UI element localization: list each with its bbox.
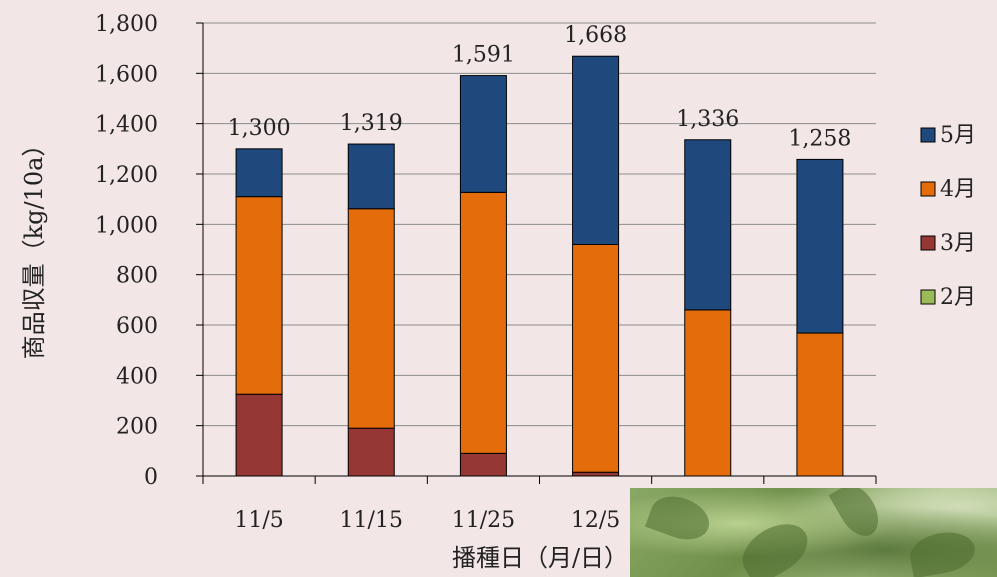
total-label: 1,336: [676, 107, 739, 132]
bar-segment: [347, 208, 395, 429]
bar-segment: [684, 139, 732, 311]
total-label: 1,319: [340, 111, 403, 136]
bar-segment: [796, 332, 844, 477]
y-axis-title: 商品収量（kg/10a）: [20, 133, 48, 360]
y-tick-label: 1,400: [95, 113, 158, 138]
y-tick-label: 1,000: [95, 213, 158, 238]
legend-label: 4月: [940, 177, 976, 202]
y-tick-label: 1,800: [95, 12, 158, 37]
bar-segment: [459, 452, 507, 477]
y-tick-label: 0: [144, 465, 158, 490]
bar-segment: [459, 75, 507, 193]
total-label: 1,258: [788, 126, 851, 151]
bar-segment: [235, 148, 283, 198]
total-label: 1,300: [228, 116, 291, 141]
bar-segment: [459, 191, 507, 454]
plant-photo: [630, 488, 997, 577]
total-label: 1,591: [452, 43, 515, 68]
y-tick-label: 1,200: [95, 163, 158, 188]
bar-segment: [235, 393, 283, 477]
legend-swatch: [920, 289, 936, 305]
bar-segment: [572, 471, 620, 477]
y-tick-label: 800: [116, 264, 158, 289]
total-labels: 1,300 1,319 1,591 1,668 1,336 1,258: [228, 23, 852, 151]
legend-swatch: [920, 235, 936, 251]
x-tick-label: 11/5: [234, 508, 283, 533]
bars: [235, 55, 844, 477]
legend-label: 5月: [940, 123, 976, 148]
x-tick-label: 12/5: [571, 508, 620, 533]
bar-segment: [347, 427, 395, 477]
bar-segment: [572, 243, 620, 473]
bar-segment: [235, 196, 283, 395]
bar-segment: [572, 55, 620, 245]
legend-label: 3月: [940, 231, 976, 256]
y-axis: 0 200 400 600 800 1,000 1,200 1,400 1,600 1,800: [95, 12, 204, 490]
legend-swatch: [920, 181, 936, 197]
bar-segment: [684, 309, 732, 477]
y-tick-label: 1,600: [95, 62, 158, 87]
bar-segment: [796, 158, 844, 334]
x-tick-label: 11/15: [340, 508, 403, 533]
y-tick-label: 600: [116, 314, 158, 339]
gridlines: [203, 22, 876, 427]
y-tick-label: 400: [116, 364, 158, 389]
y-tick-label: 200: [116, 415, 158, 440]
legend-label: 2月: [940, 285, 976, 310]
x-axis-title: 播種日（月/日）: [452, 544, 628, 572]
bar-segment: [347, 143, 395, 210]
legend: 5月 4月 3月 2月: [920, 123, 976, 310]
legend-swatch: [920, 127, 936, 143]
x-tick-label: 11/25: [452, 508, 515, 533]
total-label: 1,668: [564, 23, 627, 48]
